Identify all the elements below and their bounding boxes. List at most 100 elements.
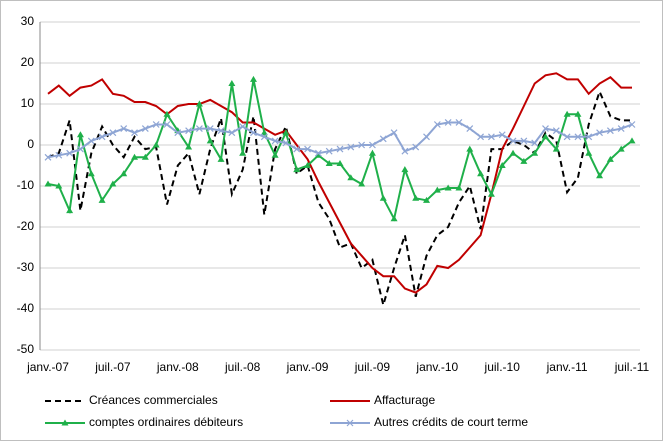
y-tick-label: 20 <box>21 55 35 69</box>
marker <box>206 125 214 133</box>
marker <box>314 149 322 157</box>
marker <box>596 129 603 137</box>
legend-marker <box>61 419 69 426</box>
marker <box>77 145 84 153</box>
marker <box>368 149 376 156</box>
marker <box>552 145 560 152</box>
y-tick-label: 0 <box>27 137 34 151</box>
marker <box>574 110 582 117</box>
marker <box>141 153 149 160</box>
marker <box>185 127 193 135</box>
marker <box>87 170 95 177</box>
legend-label: Affacturage <box>374 393 435 407</box>
x-tick-label: janv.-08 <box>156 360 199 374</box>
legend-label: comptes ordinaires débiteurs <box>89 415 243 429</box>
marker <box>574 133 582 141</box>
y-tick-label: -40 <box>17 301 35 315</box>
marker <box>520 157 528 164</box>
marker <box>336 145 344 153</box>
marker <box>358 180 366 187</box>
marker <box>358 141 366 149</box>
marker <box>563 133 571 141</box>
marker <box>390 215 398 222</box>
marker <box>163 110 171 117</box>
marker <box>185 143 193 150</box>
marker <box>271 151 279 158</box>
marker <box>293 145 301 153</box>
marker <box>325 147 333 155</box>
marker <box>109 129 117 137</box>
marker <box>76 131 84 138</box>
marker <box>347 143 355 151</box>
marker <box>585 133 593 141</box>
marker <box>98 133 106 141</box>
marker <box>606 155 614 162</box>
marker <box>369 141 376 149</box>
marker <box>498 131 506 139</box>
marker <box>606 127 614 135</box>
marker <box>66 207 74 214</box>
marker <box>120 170 128 177</box>
x-tick-label: juil.-08 <box>224 360 261 374</box>
y-tick-label: -20 <box>17 219 35 233</box>
marker <box>66 149 74 157</box>
marker <box>325 159 333 166</box>
marker <box>412 194 420 201</box>
marker <box>98 196 106 203</box>
marker <box>509 149 517 156</box>
marker <box>152 121 160 128</box>
marker <box>271 137 279 145</box>
marker <box>347 174 355 181</box>
marker <box>260 129 268 136</box>
marker <box>455 184 463 191</box>
marker <box>282 129 290 136</box>
marker <box>585 149 593 156</box>
marker <box>531 149 539 156</box>
marker <box>44 180 52 187</box>
marker <box>455 119 463 126</box>
marker <box>487 190 495 197</box>
y-tick-label: -50 <box>17 342 35 356</box>
legend-marker <box>346 419 354 427</box>
y-tick-label: -10 <box>17 178 35 192</box>
marker <box>466 145 474 152</box>
marker <box>596 172 604 179</box>
marker <box>228 80 236 86</box>
marker <box>249 75 257 82</box>
marker <box>131 129 138 137</box>
y-tick-label: -30 <box>17 260 35 274</box>
x-tick-label: juil.-09 <box>354 360 391 374</box>
marker <box>433 186 441 193</box>
marker <box>379 194 387 201</box>
marker <box>542 125 549 133</box>
marker <box>423 196 431 203</box>
marker <box>401 166 409 173</box>
marker <box>120 125 128 133</box>
marker <box>466 125 474 133</box>
marker <box>563 110 571 117</box>
marker <box>304 162 312 168</box>
marker <box>390 129 398 137</box>
marker <box>141 125 149 133</box>
marker <box>617 145 625 152</box>
marker <box>509 137 517 145</box>
x-tick-label: janv.-11 <box>546 360 588 374</box>
marker <box>195 125 203 133</box>
x-tick-label: juil.-11 <box>614 360 650 374</box>
marker <box>282 139 290 147</box>
marker <box>87 137 95 145</box>
y-tick-label: 10 <box>21 96 35 110</box>
marker <box>44 153 52 161</box>
x-tick-label: juil.-10 <box>484 360 521 374</box>
marker <box>293 166 301 173</box>
marker <box>531 139 539 147</box>
legend-label: Autres crédits de court terme <box>374 415 528 429</box>
marker <box>131 153 139 160</box>
x-tick-label: janv.-09 <box>286 360 329 374</box>
marker <box>217 127 225 135</box>
marker <box>401 147 409 155</box>
marker <box>206 137 214 144</box>
marker <box>228 129 236 137</box>
marker <box>498 162 506 168</box>
